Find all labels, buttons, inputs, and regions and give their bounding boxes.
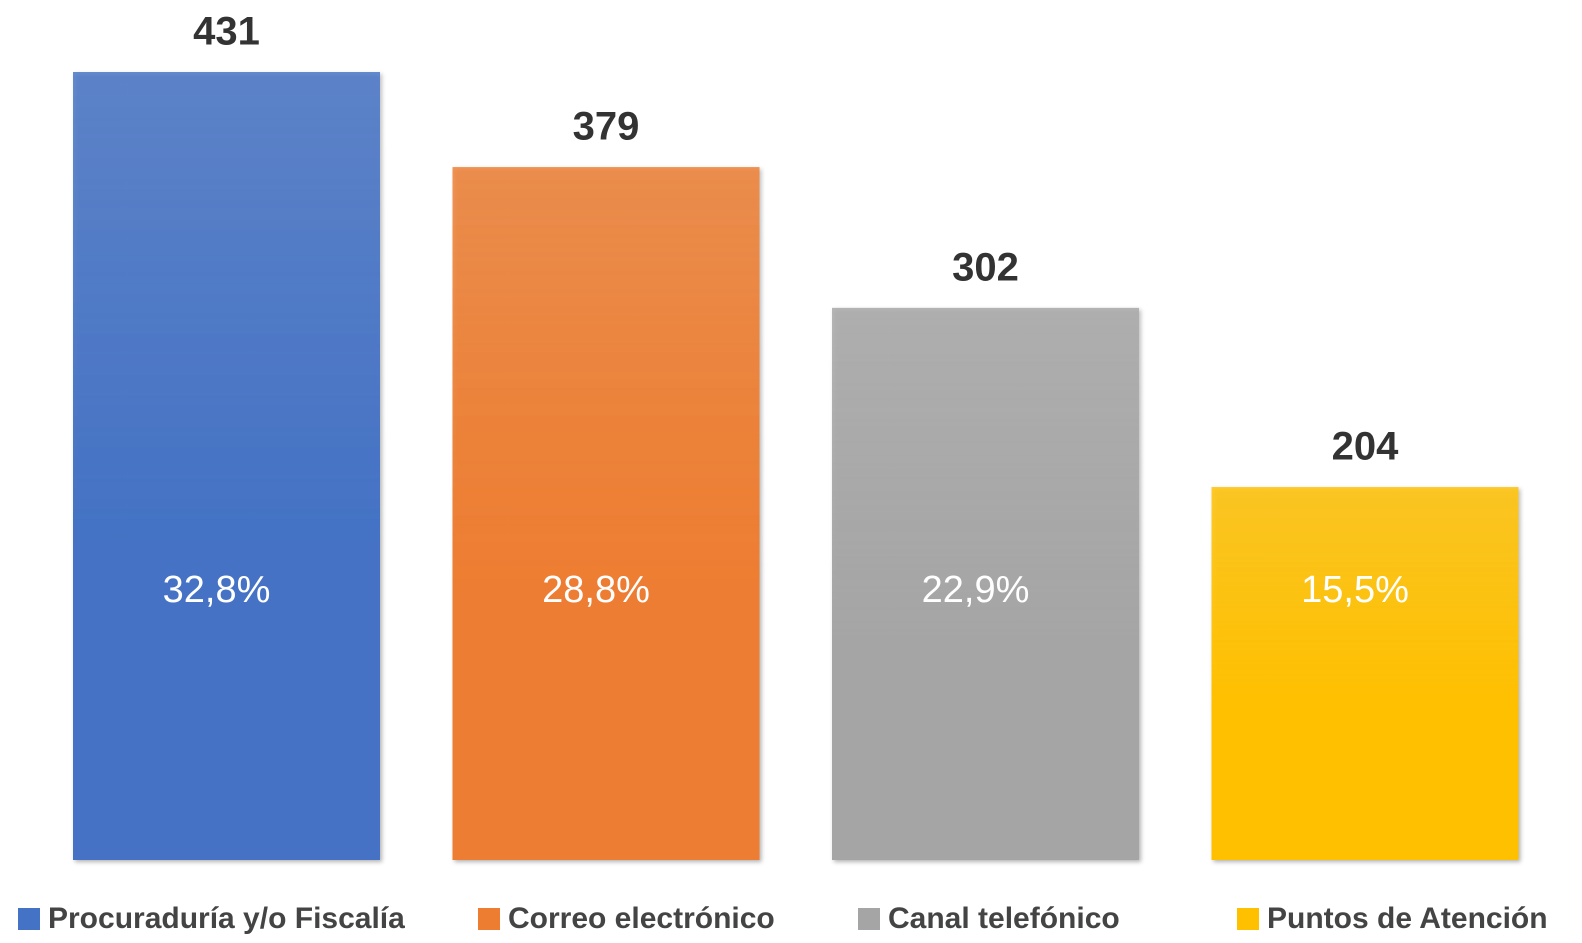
bar bbox=[73, 72, 380, 860]
percent-label: 28,8% bbox=[542, 569, 650, 611]
legend-swatch bbox=[18, 908, 40, 930]
bar bbox=[1211, 487, 1519, 860]
legend-swatch bbox=[1237, 908, 1259, 930]
legend-label: Canal telefónico bbox=[888, 902, 1120, 935]
bar bbox=[452, 167, 760, 861]
bar bbox=[832, 307, 1139, 860]
value-label: 379 bbox=[573, 105, 640, 149]
legend-label: Correo electrónico bbox=[508, 902, 775, 935]
value-label: 431 bbox=[193, 10, 260, 54]
legend-label: Puntos de Atención bbox=[1267, 902, 1548, 935]
percent-label: 15,5% bbox=[1301, 569, 1409, 611]
percent-label: 32,8% bbox=[163, 569, 271, 611]
value-label: 302 bbox=[952, 245, 1019, 289]
percent-label: 22,9% bbox=[922, 569, 1030, 611]
legend-swatch bbox=[858, 908, 880, 930]
legend-swatch bbox=[478, 908, 500, 930]
legend-label: Procuraduría y/o Fiscalía bbox=[48, 902, 405, 935]
value-label: 204 bbox=[1332, 425, 1399, 469]
